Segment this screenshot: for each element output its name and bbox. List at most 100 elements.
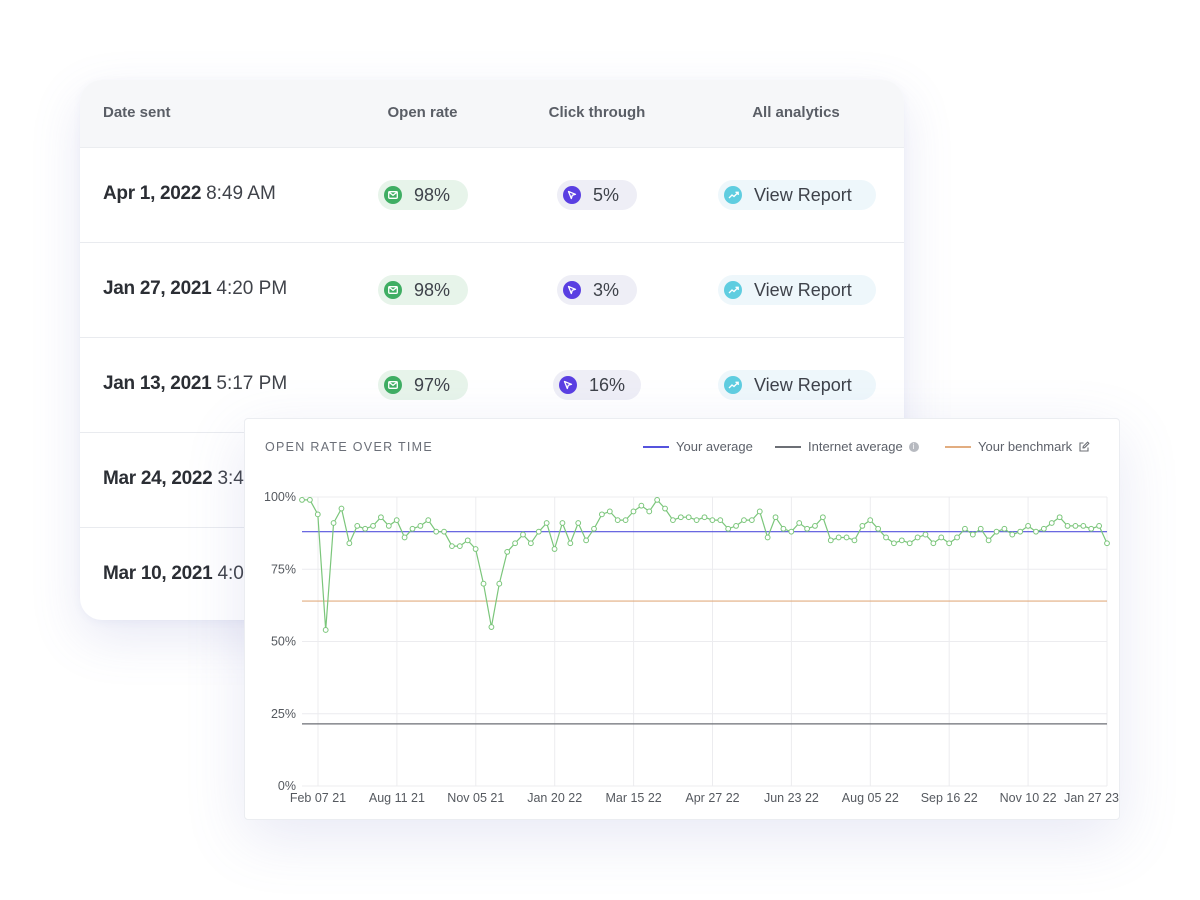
- data-point: [401, 534, 408, 541]
- data-point: [441, 528, 447, 535]
- data-point: [962, 525, 968, 532]
- x-tick-label: Mar 15 22: [605, 791, 661, 805]
- date-sent-cell: Jan 27, 2021 4:20 PM: [103, 278, 287, 300]
- date-text: Mar 10, 2021: [103, 563, 213, 584]
- data-point: [693, 517, 700, 524]
- data-point: [385, 523, 392, 529]
- data-point: [551, 546, 558, 552]
- click-through-value: 5%: [593, 184, 620, 205]
- data-point: [1080, 523, 1087, 529]
- data-point: [567, 540, 574, 547]
- legend-swatch: [643, 445, 669, 448]
- time-text: 4:20 PM: [216, 278, 288, 299]
- data-point: [409, 525, 416, 532]
- view-report-button[interactable]: View Report: [718, 370, 876, 400]
- legend-label: Your average: [676, 439, 753, 454]
- data-point: [1088, 525, 1095, 532]
- edit-icon[interactable]: [1078, 441, 1090, 453]
- x-tick-label: Feb 07 21: [290, 791, 346, 805]
- trend-up-icon: [724, 186, 742, 204]
- view-report-label: View Report: [754, 279, 852, 300]
- trend-up-icon: [724, 376, 742, 394]
- click-through-badge: 16%: [553, 370, 641, 400]
- data-point: [480, 580, 487, 587]
- open-rate-value: 97%: [414, 374, 451, 395]
- data-point: [741, 517, 747, 524]
- trend-up-icon: [724, 281, 742, 299]
- data-point: [985, 537, 992, 544]
- data-point: [819, 514, 826, 521]
- data-point: [788, 528, 795, 535]
- view-report-button[interactable]: View Report: [718, 180, 876, 210]
- data-point: [338, 505, 345, 512]
- data-point: [891, 540, 897, 547]
- data-point: [677, 514, 684, 521]
- header-date-sent: Date sent: [103, 104, 171, 121]
- data-point: [867, 517, 874, 524]
- data-point: [993, 528, 1000, 535]
- date-sent-cell: Jan 13, 2021 5:17 PM: [103, 373, 287, 395]
- data-point: [772, 514, 779, 521]
- table-row: Mar 10, 2021 4:0: [80, 528, 904, 620]
- data-point: [1017, 528, 1024, 535]
- data-point: [299, 496, 305, 503]
- legend-your-average[interactable]: Your average: [643, 439, 753, 454]
- data-point: [1001, 525, 1008, 532]
- view-report-label: View Report: [754, 184, 852, 205]
- data-point: [725, 525, 732, 532]
- data-point: [488, 624, 495, 630]
- data-point: [630, 508, 637, 515]
- table-header: Date sent Open rate Click through All an…: [80, 80, 904, 148]
- header-click-through: Click through: [548, 104, 646, 121]
- data-point: [946, 540, 953, 547]
- data-point: [638, 502, 645, 509]
- data-point: [938, 534, 945, 541]
- data-point: [362, 525, 369, 532]
- data-point: [1009, 531, 1016, 538]
- data-point: [1072, 523, 1079, 529]
- data-point: [504, 549, 511, 555]
- legend-your-benchmark[interactable]: Your benchmark: [945, 439, 1090, 454]
- data-point: [1033, 528, 1039, 535]
- data-point: [354, 523, 361, 529]
- x-tick-label: Jan 27 23: [1064, 791, 1119, 805]
- legend-internet-average[interactable]: Internet average i: [775, 439, 919, 454]
- data-point: [1056, 514, 1063, 521]
- header-open-rate: Open rate: [387, 104, 458, 121]
- open-rate-value: 98%: [414, 184, 451, 205]
- data-point: [496, 580, 503, 587]
- data-point: [1096, 523, 1103, 529]
- data-point: [614, 517, 621, 524]
- y-tick-label: 100%: [264, 490, 296, 504]
- x-tick-label: Nov 05 21: [447, 791, 504, 805]
- x-tick-label: Aug 11 21: [369, 791, 425, 805]
- data-point: [804, 525, 810, 532]
- table-row: Jan 27, 2021 4:20 PM 98% 3% View Report: [80, 243, 904, 338]
- data-point: [756, 508, 763, 515]
- cursor-icon: [563, 186, 581, 204]
- open-rate-badge: 98%: [378, 180, 468, 210]
- data-point: [1104, 540, 1110, 547]
- data-point: [654, 496, 661, 503]
- y-tick-label: 0%: [278, 779, 296, 793]
- data-point: [1025, 523, 1031, 529]
- data-point: [433, 528, 440, 535]
- legend-swatch: [775, 445, 801, 448]
- data-point: [449, 543, 455, 550]
- data-point: [954, 534, 960, 541]
- data-point: [662, 505, 668, 512]
- info-icon[interactable]: i: [908, 441, 919, 452]
- click-through-badge: 3%: [557, 275, 637, 305]
- data-point: [472, 546, 479, 552]
- data-point: [1064, 523, 1071, 529]
- date-sent-cell: Mar 24, 2022 3:4: [103, 468, 244, 490]
- data-point: [330, 520, 337, 526]
- data-point: [859, 523, 866, 529]
- data-point: [606, 508, 613, 515]
- envelope-icon: [384, 281, 402, 299]
- view-report-button[interactable]: View Report: [718, 275, 876, 305]
- data-point: [748, 517, 755, 524]
- data-point: [535, 528, 542, 535]
- open-rate-badge: 98%: [378, 275, 468, 305]
- legend-swatch: [945, 445, 971, 448]
